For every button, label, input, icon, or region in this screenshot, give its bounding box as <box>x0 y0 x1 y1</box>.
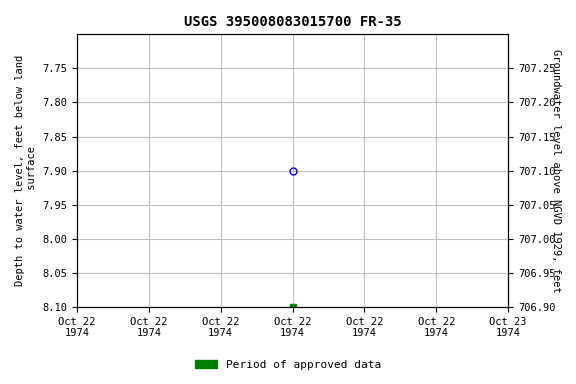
Legend: Period of approved data: Period of approved data <box>191 356 385 375</box>
Y-axis label: Groundwater level above NGVD 1929, feet: Groundwater level above NGVD 1929, feet <box>551 49 561 293</box>
Y-axis label: Depth to water level, feet below land
 surface: Depth to water level, feet below land su… <box>15 55 37 286</box>
Title: USGS 395008083015700 FR-35: USGS 395008083015700 FR-35 <box>184 15 401 29</box>
